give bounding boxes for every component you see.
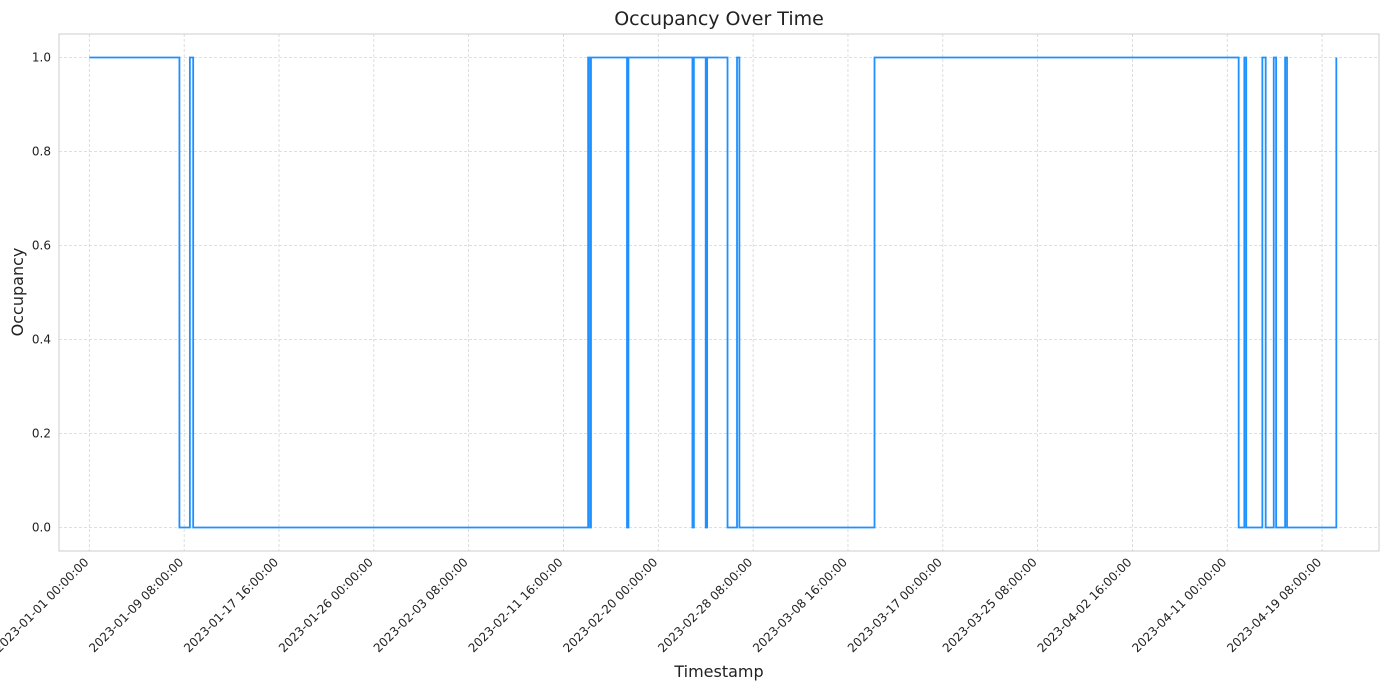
x-axis-label: Timestamp (673, 662, 763, 681)
x-tick-label: 2023-04-11 00:00:00 (1129, 555, 1229, 655)
x-tick-label: 2023-02-28 08:00:00 (655, 555, 755, 655)
grid (59, 34, 1379, 551)
plot-frame (58, 33, 1380, 552)
y-axis: 0.0 0.2 0.4 0.6 0.8 1.0 (32, 51, 51, 535)
chart-title: Occupancy Over Time (614, 8, 824, 30)
x-tick-label: 2023-04-02 16:00:00 (1035, 555, 1135, 655)
x-tick-label: 2023-01-26 00:00:00 (276, 555, 376, 655)
x-tick-label: 2023-02-03 08:00:00 (371, 555, 471, 655)
y-tick-label: 0.0 (32, 521, 51, 535)
x-tick-label: 2023-03-17 00:00:00 (845, 555, 945, 655)
occupancy-line (89, 56, 1338, 529)
x-tick-label: 2023-03-25 08:00:00 (940, 555, 1040, 655)
y-axis-label: Occupancy (8, 248, 27, 337)
series-layer (89, 56, 1338, 529)
x-tick-label: 2023-01-17 16:00:00 (181, 555, 281, 655)
y-tick-label: 0.8 (32, 145, 51, 159)
x-tick-label: 2023-03-08 16:00:00 (750, 555, 850, 655)
y-tick-label: 0.4 (32, 333, 51, 347)
x-tick-label: 2023-01-01 00:00:00 (0, 555, 91, 655)
y-tick-label: 0.2 (32, 427, 51, 441)
y-tick-label: 1.0 (32, 51, 51, 65)
x-tick-label: 2023-02-20 00:00:00 (560, 555, 660, 655)
x-tick-label: 2023-01-09 08:00:00 (86, 555, 186, 655)
x-tick-label: 2023-02-11 16:00:00 (466, 555, 566, 655)
y-tick-label: 0.6 (32, 239, 51, 253)
x-tick-label: 2023-04-19 08:00:00 (1224, 555, 1324, 655)
